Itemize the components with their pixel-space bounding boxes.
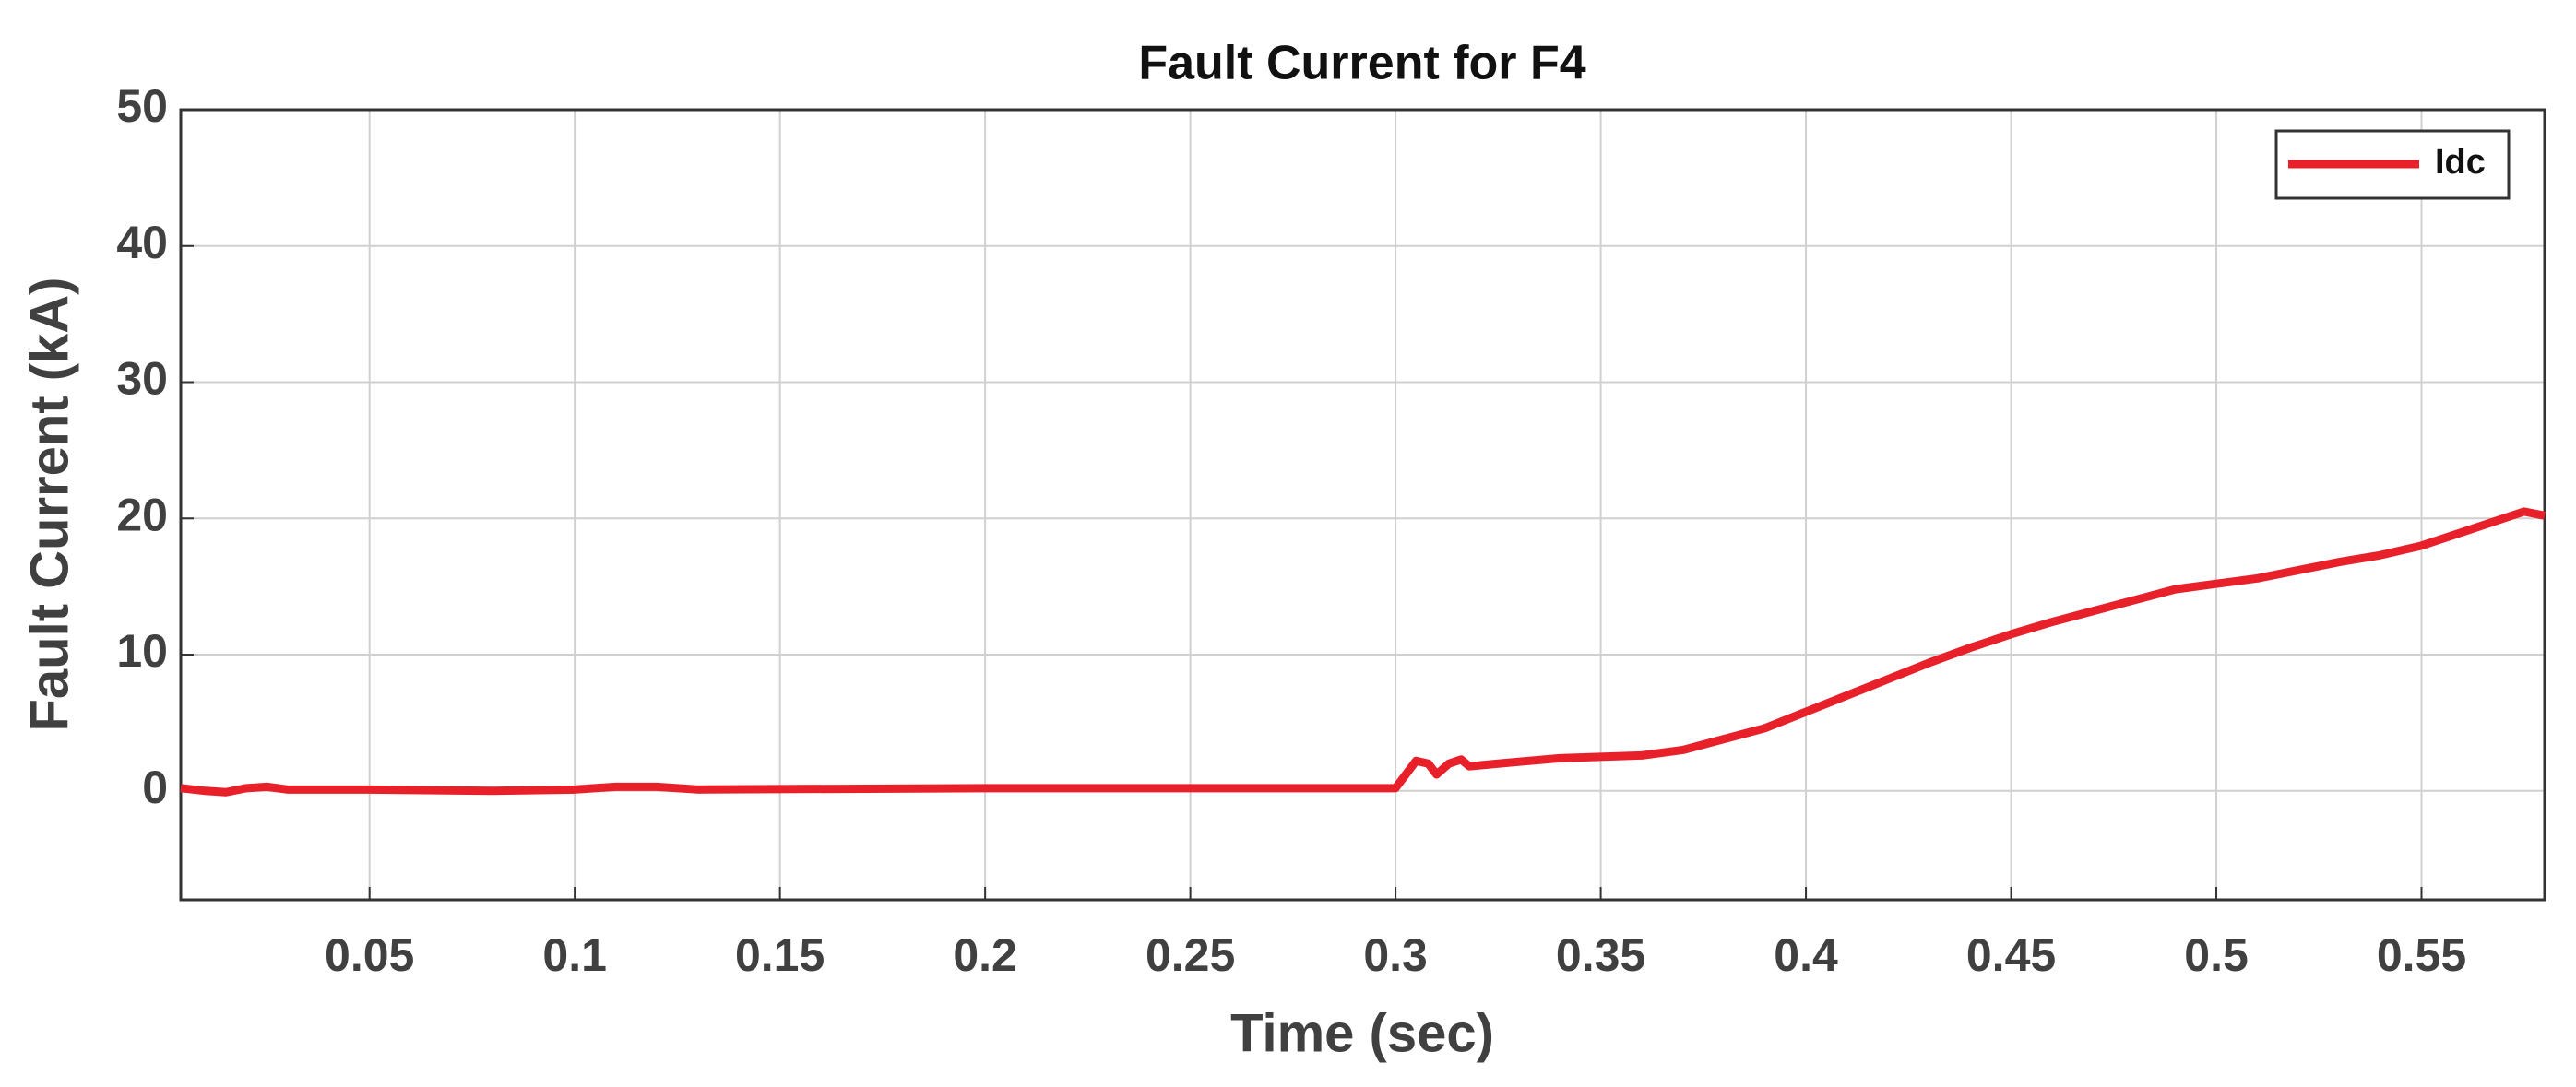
legend-label: Idc <box>2435 143 2486 182</box>
y-tick-label: 50 <box>116 80 168 132</box>
x-tick-label: 0.15 <box>735 929 825 981</box>
y-tick-label: 10 <box>116 625 168 677</box>
x-axis-label: Time (sec) <box>1230 1003 1494 1063</box>
x-tick-label: 0.5 <box>2184 929 2249 981</box>
x-tick-label: 0.3 <box>1363 929 1428 981</box>
y-axis-label: Fault Current (kA) <box>19 278 79 732</box>
x-tick-label: 0.45 <box>1966 929 2056 981</box>
x-tick-label: 0.55 <box>2377 929 2466 981</box>
y-tick-label: 40 <box>116 217 168 268</box>
x-tick-label: 0.2 <box>953 929 1017 981</box>
plot-frame <box>179 108 2546 902</box>
x-tick-label: 0.35 <box>1556 929 1645 981</box>
chart-title: Fault Current for F4 <box>1138 37 1585 90</box>
x-tick-label: 0.05 <box>325 929 414 981</box>
x-tick-label: 0.25 <box>1146 929 1235 981</box>
y-tick-label: 0 <box>142 762 168 813</box>
x-tick-label: 0.4 <box>1774 929 1838 981</box>
y-tick-label: 30 <box>116 353 168 405</box>
data-line <box>180 507 2546 797</box>
x-tick-label: 0.1 <box>542 929 607 981</box>
y-tick-label: 20 <box>116 489 168 540</box>
